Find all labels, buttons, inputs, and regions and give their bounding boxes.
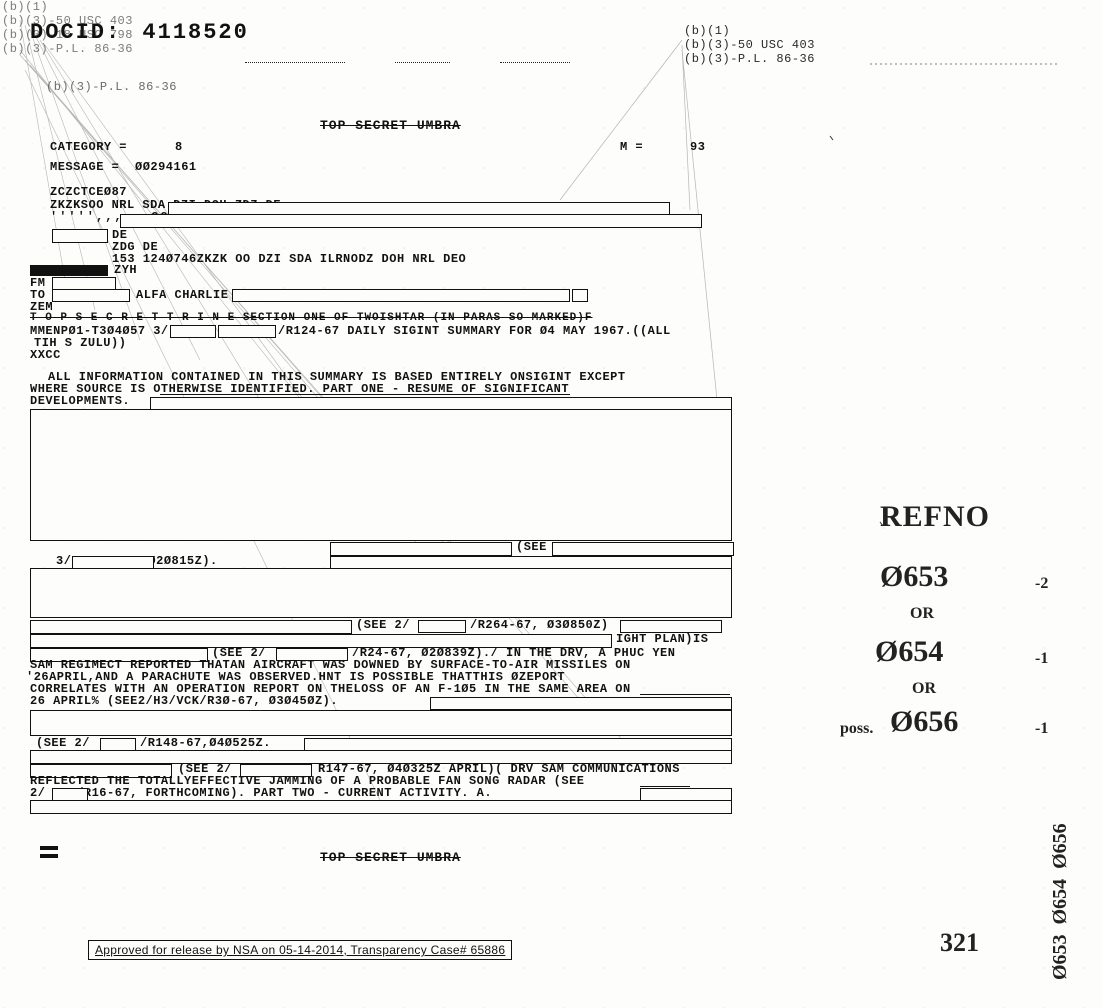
body-line: 2/ VCK/R16-67, FORTHCOMING). PART TWO - … <box>30 786 492 800</box>
redaction-box <box>430 697 732 710</box>
hand-sub: -1 <box>1035 720 1048 738</box>
redaction-box <box>30 568 732 618</box>
rule-segment <box>395 62 450 63</box>
exempt-line: (b)(3)-P.L. 86-36 <box>684 52 815 66</box>
exempt-line: (b)(3)-50 USC 403 <box>684 38 815 52</box>
black-bar <box>40 846 58 850</box>
redaction-box <box>30 800 732 814</box>
message-value: ØØ294161 <box>135 160 197 174</box>
category-label: CATEGORY = <box>50 140 127 154</box>
underline <box>640 694 730 695</box>
redaction-box <box>572 289 588 302</box>
hand-num: Ø654 <box>875 635 943 669</box>
redaction-box <box>232 289 570 302</box>
hand-rot-3: Ø656 <box>1049 823 1071 869</box>
hand-poss: poss. <box>840 720 873 738</box>
message-label: MESSAGE = <box>50 160 119 174</box>
hand-or: OR <box>912 680 936 698</box>
redaction-box <box>170 325 216 338</box>
body-line: ZCZCTCEØ87 <box>50 185 127 199</box>
redaction-box <box>52 229 108 243</box>
redaction-box <box>552 542 734 556</box>
classification-top: TOP SECRET UMBRA <box>320 118 461 133</box>
m-label: M = <box>620 140 643 154</box>
body-line: XXCC <box>30 348 61 362</box>
black-bar <box>40 854 58 858</box>
body-line: 26 APRIL% (SEE2/H3/VCK/R3Ø-67, Ø3Ø45ØZ). <box>30 694 338 708</box>
redaction-box <box>418 620 466 633</box>
hand-rot-2: Ø654 <box>1049 879 1071 925</box>
rule-segment <box>245 62 345 63</box>
body-line: (SEE 2/ <box>36 736 90 750</box>
hand-rot-1: Ø653 <box>1049 934 1071 980</box>
docid-label: DOCID: 4118520 <box>30 20 249 45</box>
redaction-box <box>218 325 276 338</box>
exemptions-right: (b)(1) (b)(3)-50 USC 403 (b)(3)-P.L. 86-… <box>684 24 815 66</box>
body-line: /R124-67 DAILY SIGINT SUMMARY FOR Ø4 MAY… <box>278 324 671 338</box>
body-line: ZYH <box>114 263 137 277</box>
redaction-box <box>30 409 732 541</box>
category-value: 8 <box>175 140 183 154</box>
m-value: 93 <box>690 140 705 154</box>
hand-pagenum: 321 <box>940 928 979 958</box>
hand-sub: -1 <box>1035 650 1048 668</box>
body-line: DEVELOPMENTS. <box>30 394 130 408</box>
body-line: ALFA CHARLIE <box>136 288 228 302</box>
body-line: IGHT PLAN)IS <box>616 632 708 646</box>
body-line: T O P S E C R E T T R I N E SECTION ONE … <box>30 312 592 324</box>
body-line: /R148-67,Ø4Ø525Z. <box>140 736 271 750</box>
redaction-box <box>30 710 732 736</box>
black-bar <box>30 265 108 276</box>
hand-margin-rot: Ø653 Ø654 Ø656 <box>1050 823 1070 980</box>
exempt-line: (b)(1) <box>684 24 815 38</box>
body-line: 153 124Ø746ZKZK OO DZI SDA ILRNODZ DOH N… <box>112 252 466 266</box>
docid-label-text: DOCID: <box>30 20 121 45</box>
hand-refno: REFNO <box>880 500 990 534</box>
hand-num: Ø656 <box>890 705 958 739</box>
docid-value: 4118520 <box>142 20 248 45</box>
exempt-line: (b)(3)-P.L. 86-36 <box>46 80 177 94</box>
redaction-box <box>330 542 512 556</box>
body-line: (SEE <box>516 540 547 554</box>
rule-segment <box>500 62 570 63</box>
redaction-box <box>120 214 702 228</box>
underline <box>640 786 690 787</box>
exempt-line: (b)(1) <box>2 0 133 14</box>
body-line: (SEE 2/ <box>356 618 410 632</box>
hand-num: Ø653 <box>880 560 948 594</box>
declass-box: Approved for release by NSA on 05-14-201… <box>88 940 512 960</box>
body-line: /R264-67, Ø3Ø850Z) <box>470 618 609 632</box>
redaction-box <box>30 620 352 634</box>
classification-bottom: TOP SECRET UMBRA <box>320 850 461 865</box>
redaction-box <box>52 289 130 302</box>
hand-sub: -2 <box>1035 575 1048 593</box>
hand-or: OR <box>910 605 934 623</box>
underline <box>160 394 570 395</box>
